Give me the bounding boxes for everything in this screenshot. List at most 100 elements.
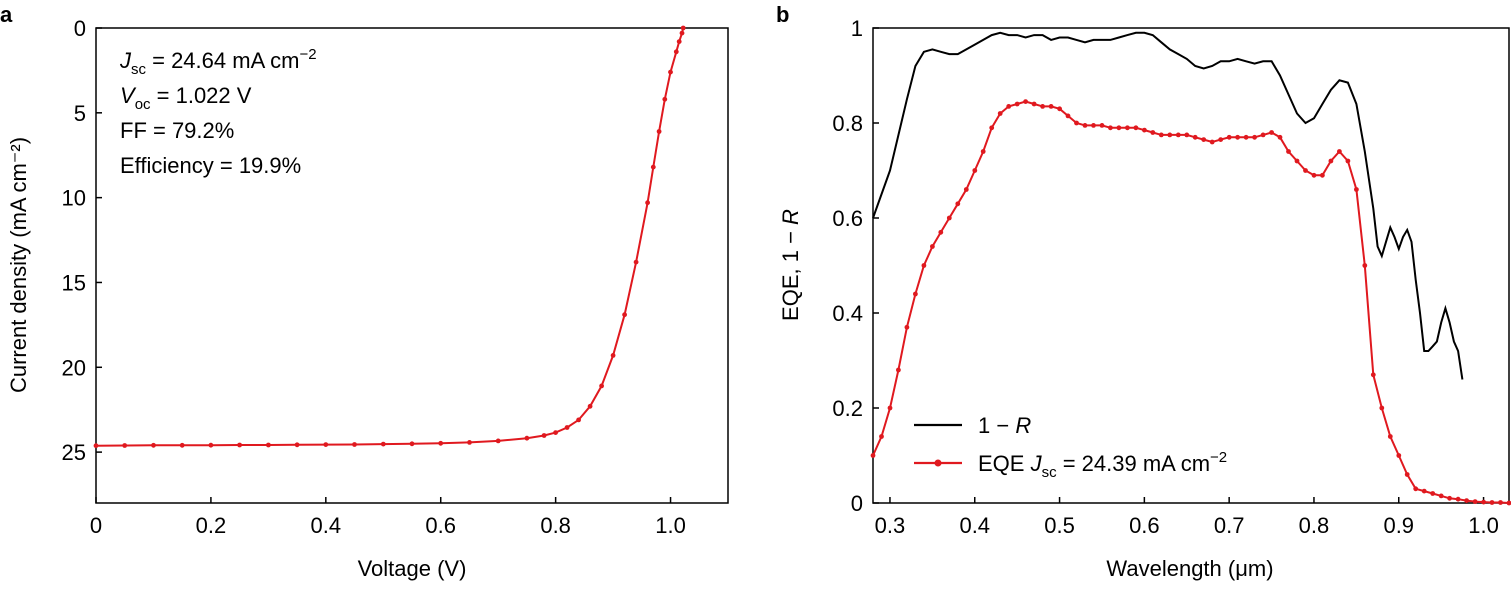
x-tick-label: 1.0 <box>655 513 686 538</box>
data-point <box>997 111 1003 116</box>
panel-a-y-axis-label: Current density (mA cm⁻²) <box>6 137 31 393</box>
data-point <box>650 164 656 170</box>
data-point <box>1413 486 1419 492</box>
data-point <box>1116 125 1122 131</box>
panel-a-chart: a 0 0.2 0.4 0.6 0.8 1.0 0 5 10 15 20 25 Voltage (V… <box>0 2 729 581</box>
data-point <box>1235 134 1240 140</box>
data-point <box>352 442 357 447</box>
data-point <box>1099 123 1105 128</box>
data-point <box>676 39 682 44</box>
data-point <box>1498 500 1503 505</box>
data-point <box>662 96 668 102</box>
data-point <box>1091 123 1096 128</box>
data-point <box>1108 125 1113 131</box>
data-point <box>1133 125 1139 131</box>
data-point <box>587 403 593 409</box>
data-point <box>1328 158 1334 164</box>
data-point <box>553 430 558 435</box>
data-point <box>1048 104 1054 109</box>
panel-b-legend: 1 − R EQE Jsc = 24.39 mA cm−2 <box>914 413 1227 481</box>
legend-label-eqe: EQE Jsc = 24.39 mA cm−2 <box>978 449 1227 481</box>
data-point <box>904 324 910 330</box>
panel-b-eqe-points <box>870 99 1511 506</box>
data-point <box>1175 132 1181 138</box>
data-point <box>1057 106 1062 112</box>
data-point <box>1158 132 1164 138</box>
data-point <box>955 201 961 207</box>
panel-b-y-axis-label-text: EQE, 1 − <box>778 225 803 321</box>
data-point <box>1142 127 1147 133</box>
panel-a-plot-frame <box>95 27 729 504</box>
panel-a-letter: a <box>0 2 13 27</box>
annotation-jsc: Jsc = 24.64 mA cm−2 <box>119 46 317 78</box>
x-tick-label: 1.0 <box>1468 513 1499 538</box>
annotation-efficiency: Efficiency = 19.9% <box>120 153 301 178</box>
x-tick-label: 0.7 <box>1214 513 1245 538</box>
y-tick-label: 0 <box>74 16 86 41</box>
data-point <box>237 442 243 448</box>
legend-label-eqe-prefix: EQE <box>978 451 1031 476</box>
data-point <box>668 69 673 75</box>
data-point <box>1362 263 1368 268</box>
data-point <box>1065 113 1071 119</box>
data-point <box>1031 101 1037 107</box>
data-point <box>1506 500 1511 506</box>
panel-b-y-ticks: 0 0.2 0.4 0.6 0.8 1 <box>832 16 879 516</box>
data-point <box>179 442 185 448</box>
data-point <box>1354 187 1359 192</box>
data-point <box>989 125 995 131</box>
data-point <box>1320 172 1325 178</box>
data-point <box>1040 104 1045 109</box>
legend-label-reflectance-prefix: 1 − <box>978 413 1015 438</box>
data-point <box>1286 149 1291 154</box>
data-point <box>1311 172 1317 178</box>
y-tick-label: 10 <box>62 186 86 211</box>
panel-b-x-ticks: 0.3 0.4 0.5 0.6 0.7 0.8 0.9 1.0 <box>875 497 1499 538</box>
data-point <box>679 30 685 36</box>
data-point <box>1472 499 1478 504</box>
y-tick-label: 0.8 <box>832 111 863 136</box>
data-point <box>599 383 604 389</box>
panel-a-x-ticks: 0 0.2 0.4 0.6 0.8 1.0 <box>90 497 686 538</box>
y-tick-label: 25 <box>62 440 86 465</box>
data-point <box>946 215 952 221</box>
data-point <box>896 367 901 373</box>
data-point <box>122 443 128 448</box>
data-point <box>963 187 969 192</box>
data-point <box>980 149 986 154</box>
panel-b-chart: b 0.3 0.4 0.5 0.6 0.7 0.8 0.9 1.0 0 0.2 0.4 0.6 0.8… <box>776 2 1511 581</box>
data-point <box>1421 488 1427 494</box>
data-point <box>1464 498 1469 503</box>
data-point <box>938 229 944 235</box>
legend-label-eqe-superscript: −2 <box>1210 449 1227 466</box>
data-point <box>972 168 978 173</box>
data-point <box>380 441 386 447</box>
y-tick-label: 5 <box>74 101 86 126</box>
data-point <box>1192 134 1198 140</box>
data-point <box>1345 158 1351 164</box>
panel-b-x-axis-label: Wavelength (μm) <box>1106 556 1273 581</box>
annotation-jsc-symbol: J <box>119 48 132 73</box>
y-tick-label: 0.4 <box>832 301 863 326</box>
x-tick-label: 0.8 <box>540 513 571 538</box>
legend-swatch-eqe-marker <box>934 459 942 467</box>
data-point <box>622 312 627 318</box>
x-tick-label: 0.5 <box>1044 513 1075 538</box>
data-point <box>1455 496 1461 502</box>
data-point <box>673 49 679 55</box>
data-point <box>680 25 686 31</box>
data-point <box>1370 372 1376 378</box>
legend-label-eqe-value: = 24.39 mA cm <box>1057 451 1210 476</box>
data-point <box>1447 495 1452 501</box>
data-point <box>438 440 444 446</box>
data-point <box>870 453 876 458</box>
data-point <box>1150 130 1156 135</box>
data-point <box>1167 132 1173 138</box>
data-point <box>1125 125 1130 131</box>
data-point <box>409 441 415 447</box>
data-point <box>1006 104 1012 109</box>
data-point <box>564 425 570 430</box>
legend-label-eqe-j: J <box>1030 451 1043 476</box>
panel-b-eqe-curve <box>872 100 1510 504</box>
panel-b-y-axis-label: EQE, 1 − R <box>778 209 803 321</box>
